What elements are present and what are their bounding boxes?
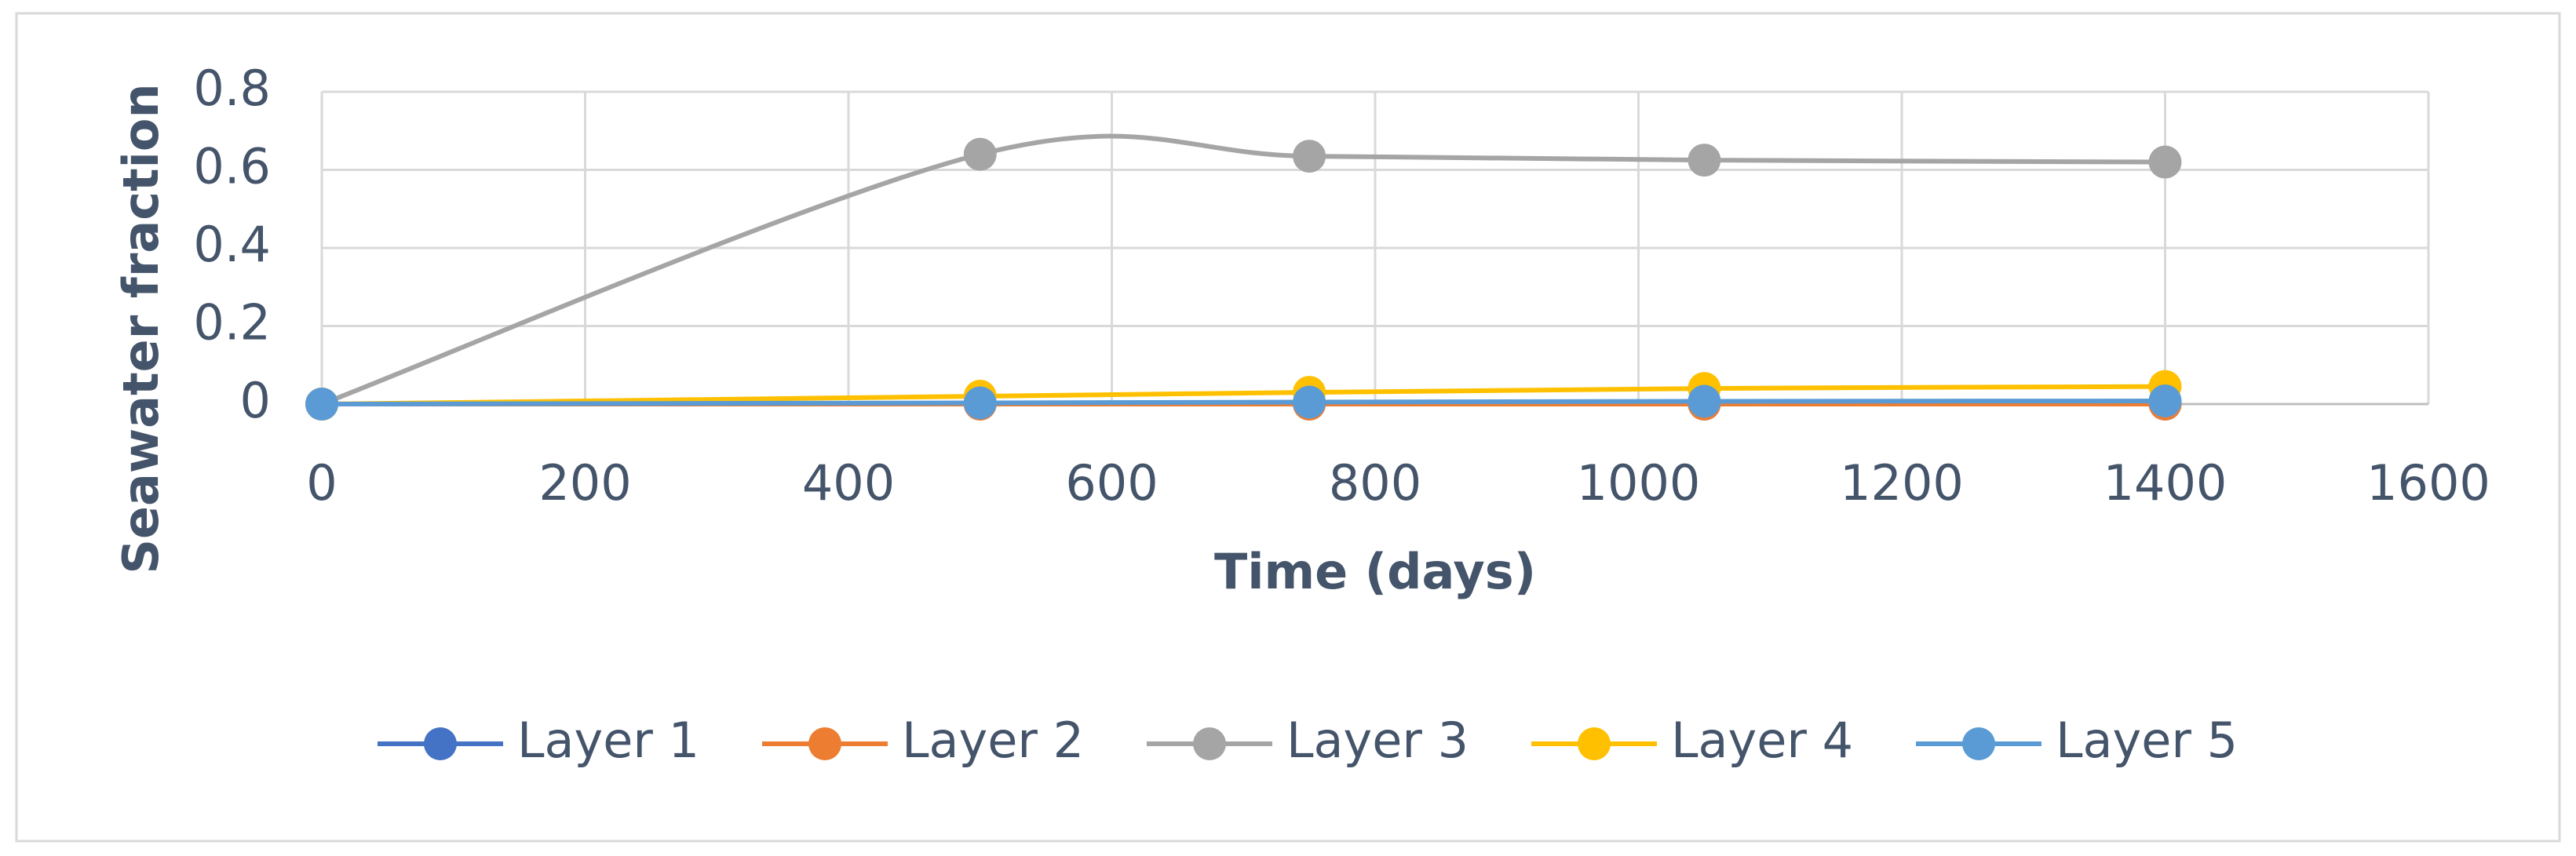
data-point [1688, 144, 1721, 177]
legend-label: Layer 4 [1671, 712, 1853, 769]
legend-label: Layer 1 [517, 712, 699, 769]
y-tick-label: 0.4 [193, 216, 271, 273]
legend-marker [424, 727, 457, 760]
x-axis-title: Time (days) [1214, 543, 1536, 600]
legend-marker [1578, 727, 1611, 760]
x-tick-label: 1200 [1840, 454, 1964, 512]
x-tick-label: 800 [1329, 454, 1421, 512]
legend-marker [1962, 727, 1995, 760]
data-point [1293, 140, 1326, 173]
chart-border [15, 12, 2561, 843]
data-point [1293, 385, 1326, 419]
y-tick-label: 0.2 [193, 294, 271, 352]
legend-marker [808, 727, 841, 760]
data-point [963, 137, 997, 171]
data-point [2148, 384, 2182, 418]
data-point [1688, 384, 1721, 418]
x-tick-label: 1000 [1577, 454, 1701, 512]
y-tick-label: 0 [240, 372, 271, 429]
y-tick-label: 0.6 [193, 138, 271, 195]
x-tick-label: 200 [538, 454, 631, 512]
x-tick-label: 600 [1065, 454, 1158, 512]
legend-label: Layer 2 [902, 712, 1084, 769]
x-tick-label: 0 [306, 454, 337, 512]
legend-label: Layer 5 [2056, 712, 2238, 769]
y-tick-label: 0.8 [193, 60, 271, 117]
data-point [305, 388, 338, 421]
legend-marker [1193, 727, 1226, 760]
x-tick-label: 400 [802, 454, 895, 512]
y-axis-title: Seawater fraction [112, 83, 170, 574]
data-point [2148, 145, 2182, 179]
legend-label: Layer 3 [1286, 712, 1469, 769]
data-point [963, 386, 997, 420]
x-tick-label: 1600 [2366, 454, 2490, 512]
x-tick-label: 1400 [2103, 454, 2228, 512]
